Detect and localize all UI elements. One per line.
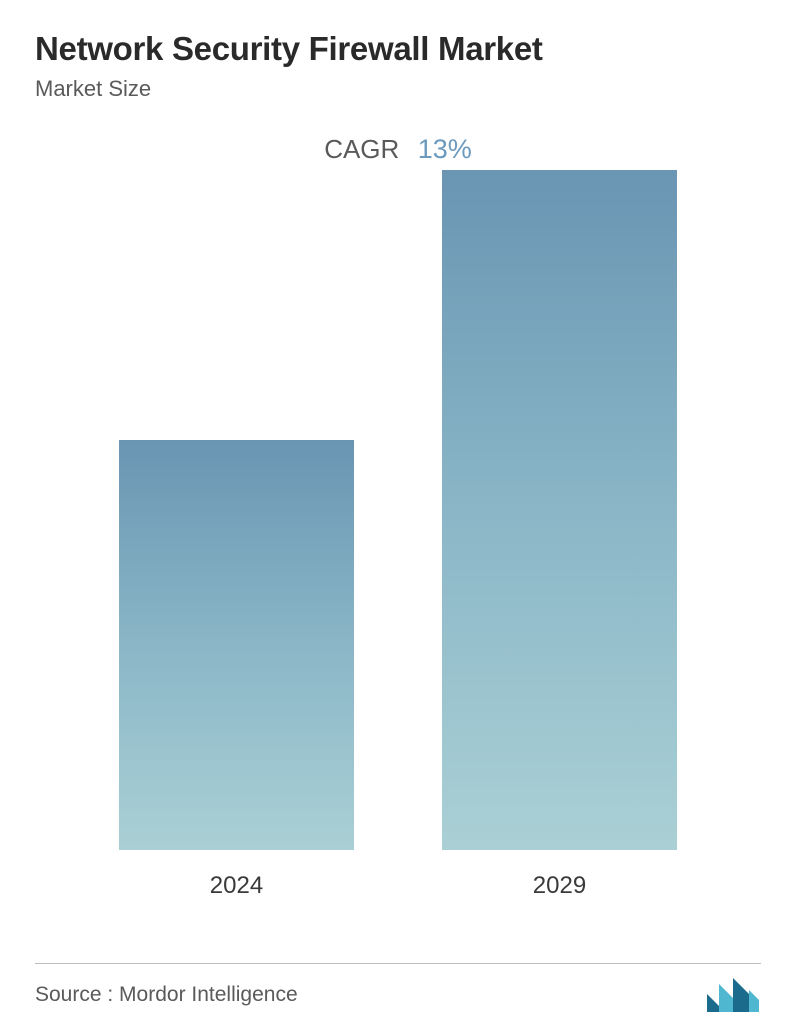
footer: Source : Mordor Intelligence <box>35 963 761 1014</box>
bar-label-2029: 2029 <box>533 872 586 900</box>
cagr-row: CAGR 13% <box>35 134 761 165</box>
logo-icon <box>705 976 761 1014</box>
cagr-label: CAGR <box>324 134 399 165</box>
bar-wrapper-2029: 2029 <box>442 170 677 900</box>
bar-label-2024: 2024 <box>210 872 263 900</box>
bar-wrapper-2024: 2024 <box>119 440 354 900</box>
page-title: Network Security Firewall Market <box>35 30 761 68</box>
bar-chart: 2024 2029 <box>35 190 761 900</box>
page-subtitle: Market Size <box>35 76 761 102</box>
cagr-value: 13% <box>418 134 472 165</box>
source-text: Source : Mordor Intelligence <box>35 983 298 1007</box>
bar-2024 <box>119 440 354 850</box>
bar-2029 <box>442 170 677 850</box>
